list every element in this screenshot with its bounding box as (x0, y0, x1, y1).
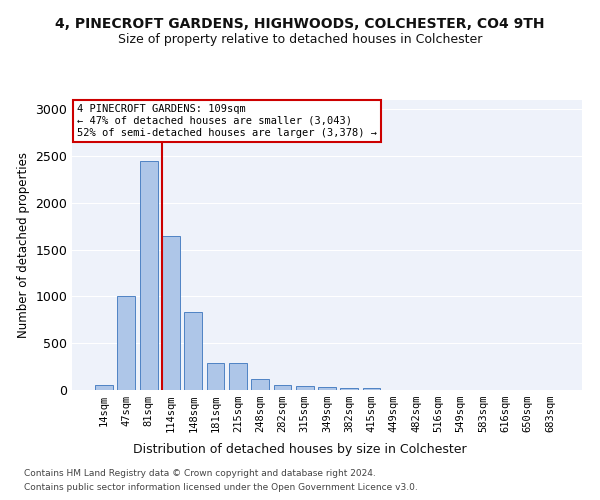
Bar (296, 386, 314, 390)
Bar (362, 388, 380, 390)
Bar (251, 379, 269, 390)
Bar (184, 312, 202, 390)
Bar (140, 161, 158, 390)
Bar (274, 385, 292, 390)
Text: Size of property relative to detached houses in Colchester: Size of property relative to detached ho… (118, 32, 482, 46)
Bar (95, 385, 113, 390)
Text: Distribution of detached houses by size in Colchester: Distribution of detached houses by size … (133, 442, 467, 456)
Bar (206, 363, 224, 390)
Text: Contains HM Land Registry data © Crown copyright and database right 2024.: Contains HM Land Registry data © Crown c… (24, 468, 376, 477)
Text: 4, PINECROFT GARDENS, HIGHWOODS, COLCHESTER, CO4 9TH: 4, PINECROFT GARDENS, HIGHWOODS, COLCHES… (55, 18, 545, 32)
Bar (229, 364, 247, 390)
Y-axis label: Number of detached properties: Number of detached properties (17, 152, 30, 338)
Bar (318, 386, 336, 390)
Bar (340, 388, 358, 390)
Text: 4 PINECROFT GARDENS: 109sqm
← 47% of detached houses are smaller (3,043)
52% of : 4 PINECROFT GARDENS: 109sqm ← 47% of det… (77, 104, 377, 138)
Text: Contains public sector information licensed under the Open Government Licence v3: Contains public sector information licen… (24, 484, 418, 492)
Bar (162, 236, 180, 390)
Bar (118, 296, 136, 390)
